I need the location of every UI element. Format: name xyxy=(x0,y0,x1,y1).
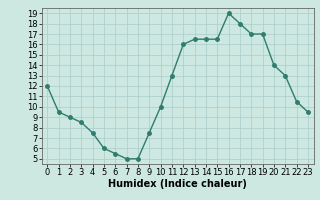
X-axis label: Humidex (Indice chaleur): Humidex (Indice chaleur) xyxy=(108,179,247,189)
